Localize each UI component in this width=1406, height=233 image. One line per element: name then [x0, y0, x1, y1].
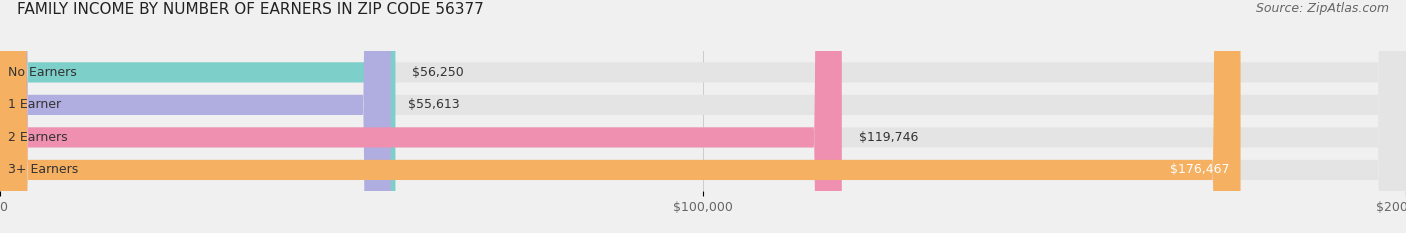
- Text: No Earners: No Earners: [8, 66, 77, 79]
- FancyBboxPatch shape: [0, 0, 842, 233]
- Text: $176,467: $176,467: [1170, 163, 1229, 176]
- FancyBboxPatch shape: [0, 0, 395, 233]
- Text: $56,250: $56,250: [412, 66, 464, 79]
- Text: 3+ Earners: 3+ Earners: [8, 163, 79, 176]
- Text: $119,746: $119,746: [859, 131, 918, 144]
- Text: $55,613: $55,613: [408, 98, 460, 111]
- Text: 2 Earners: 2 Earners: [8, 131, 67, 144]
- FancyBboxPatch shape: [0, 0, 391, 233]
- Text: FAMILY INCOME BY NUMBER OF EARNERS IN ZIP CODE 56377: FAMILY INCOME BY NUMBER OF EARNERS IN ZI…: [17, 2, 484, 17]
- Text: 1 Earner: 1 Earner: [8, 98, 62, 111]
- FancyBboxPatch shape: [0, 0, 1240, 233]
- Text: Source: ZipAtlas.com: Source: ZipAtlas.com: [1256, 2, 1389, 15]
